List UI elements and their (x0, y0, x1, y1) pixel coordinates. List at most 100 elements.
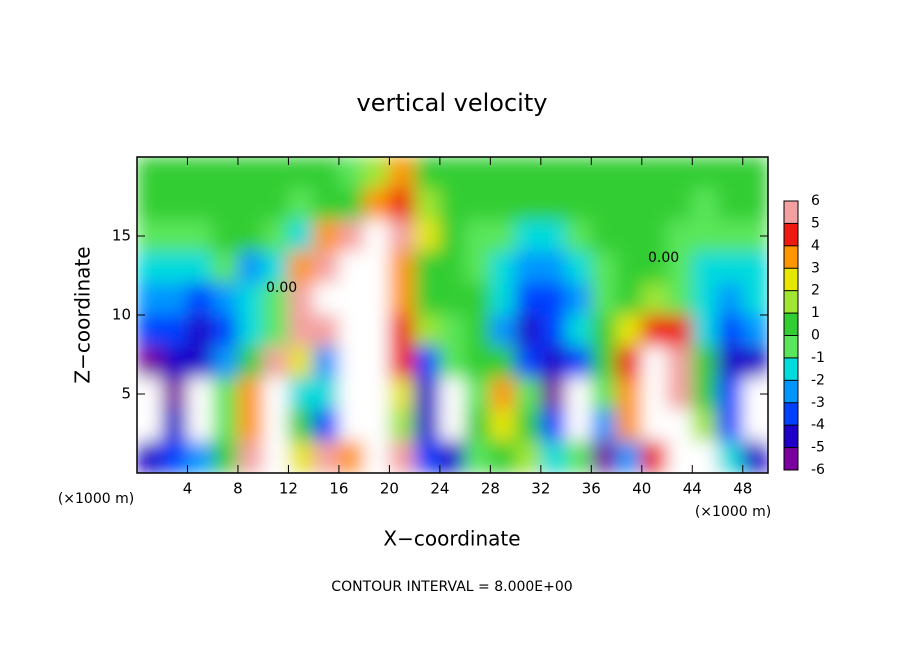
cell (515, 346, 542, 379)
cell (388, 188, 416, 221)
colorbar-swatch (784, 223, 798, 246)
x-unit: (×1000 m) (58, 491, 134, 507)
cell (565, 314, 592, 348)
cell (212, 282, 239, 316)
y-tick-label: 15 (112, 227, 131, 245)
cell (186, 314, 214, 348)
cell (590, 377, 618, 411)
cell (186, 440, 214, 473)
cell (313, 346, 340, 379)
cell (691, 282, 719, 316)
cell (212, 440, 239, 473)
cell (666, 219, 693, 253)
cell (540, 188, 567, 221)
cell (414, 157, 441, 190)
cell (186, 251, 214, 284)
cell (137, 314, 163, 348)
cell (313, 251, 340, 284)
cell (742, 440, 768, 473)
cell (137, 282, 163, 316)
cell (262, 377, 289, 411)
x-tick-label: 48 (733, 480, 752, 498)
cell (414, 346, 441, 379)
colorbar-swatch (784, 380, 798, 403)
cell (161, 157, 188, 190)
cell (742, 409, 768, 442)
cell (515, 440, 542, 473)
cell (363, 409, 390, 442)
cell (287, 377, 315, 411)
cell (414, 377, 441, 411)
cell (489, 346, 517, 379)
cell (641, 219, 668, 253)
cell (161, 282, 188, 316)
cell (717, 188, 744, 221)
cell (237, 219, 264, 253)
cell (186, 188, 214, 221)
cell (212, 409, 239, 442)
cell (742, 157, 768, 190)
x-axis-label: X−coordinate (383, 527, 520, 551)
cell (237, 440, 264, 473)
cell (515, 251, 542, 284)
cell (262, 409, 289, 442)
cell (540, 314, 567, 348)
cell (616, 282, 643, 316)
cell (691, 440, 719, 473)
cell (287, 251, 315, 284)
cell (565, 377, 592, 411)
cell (464, 282, 491, 316)
cell (388, 409, 416, 442)
cell (287, 282, 315, 316)
field (137, 157, 768, 473)
cell (313, 282, 340, 316)
cell (313, 377, 340, 411)
cell (565, 282, 592, 316)
cell (186, 377, 214, 411)
cell (641, 377, 668, 411)
cell (666, 346, 693, 379)
cell (515, 377, 542, 411)
cell (388, 219, 416, 253)
cell (590, 440, 618, 473)
cell (565, 440, 592, 473)
cell (262, 282, 289, 316)
cell (717, 251, 744, 284)
cell (464, 440, 491, 473)
cell (338, 282, 365, 316)
cell (565, 251, 592, 284)
cell (212, 157, 239, 190)
cell (161, 188, 188, 221)
cell (691, 314, 719, 348)
contour-label: 0.00 (648, 250, 679, 266)
cell (137, 157, 163, 190)
colorbar-tick-label: 1 (811, 305, 820, 321)
x-tick-label: 16 (329, 480, 348, 498)
cell (515, 188, 542, 221)
cell (590, 409, 618, 442)
cell (464, 314, 491, 348)
cell (616, 157, 643, 190)
cell (565, 188, 592, 221)
cell (439, 157, 466, 190)
cell (590, 188, 618, 221)
plot-frame (136, 156, 769, 474)
cell (388, 440, 416, 473)
x-tick-label: 44 (683, 480, 702, 498)
cell (515, 282, 542, 316)
colorbar-swatch (784, 447, 798, 470)
y-axis-label: Z−coordinate (71, 246, 95, 383)
cell (313, 157, 340, 190)
colorbar-tick-label: -4 (811, 417, 825, 433)
cell (691, 219, 719, 253)
cell (439, 251, 466, 284)
x-tick-label: 32 (531, 480, 550, 498)
cell (212, 346, 239, 379)
y-tick-label: 5 (121, 385, 131, 403)
cell (137, 251, 163, 284)
cell (137, 188, 163, 221)
cell (464, 409, 491, 442)
colorbar-tick-label: -2 (811, 372, 825, 388)
colorbar-tick-label: 0 (811, 328, 820, 344)
cell (691, 251, 719, 284)
